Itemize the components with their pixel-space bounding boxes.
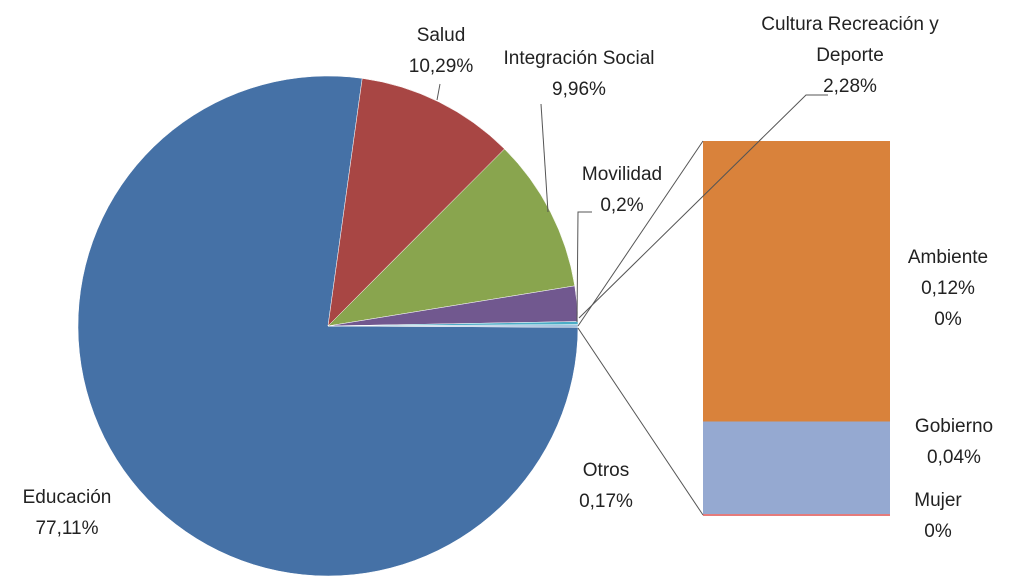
slice-label: Educación 77,11% bbox=[23, 482, 112, 544]
pie bbox=[77, 75, 579, 576]
bar-label: Mujer 0% bbox=[914, 485, 962, 547]
bar-stack bbox=[703, 141, 890, 516]
label-line: Mujer bbox=[914, 490, 962, 511]
leader-line bbox=[436, 83, 441, 101]
slice-label: Cultura Recreación y Deporte 2,28% bbox=[743, 9, 958, 102]
label-line: 0% bbox=[924, 521, 952, 542]
slice-label: Salud 10,29% bbox=[409, 20, 473, 82]
label-line: Salud bbox=[416, 25, 466, 46]
label-line: 0,04% bbox=[927, 447, 981, 468]
label-line: 2,28% bbox=[823, 76, 877, 97]
label-line: 10,29% bbox=[408, 56, 474, 77]
slice-label: Integración Social 9,96% bbox=[503, 43, 654, 105]
bar-segment bbox=[703, 141, 890, 422]
label-line: 0,2% bbox=[600, 195, 644, 216]
leader-line bbox=[540, 103, 549, 213]
bar-label: Ambiente 0,12% 0% bbox=[908, 242, 988, 335]
label-line: Movilidad bbox=[581, 164, 663, 185]
label-line: Otros bbox=[582, 460, 630, 481]
leader-line bbox=[578, 94, 828, 319]
label-line: 0% bbox=[934, 309, 962, 330]
connector-line bbox=[577, 140, 704, 327]
connector-line bbox=[577, 327, 704, 516]
label-line: Cultura Recreación y Deporte bbox=[761, 14, 939, 66]
label-line: Ambiente bbox=[907, 247, 989, 268]
bar-segment bbox=[703, 421, 890, 515]
slice-label: Otros 0,17% bbox=[579, 455, 633, 517]
connectors bbox=[436, 83, 828, 516]
label-line: Educación bbox=[22, 487, 112, 508]
label-line: 9,96% bbox=[552, 79, 606, 100]
bar-label: Gobierno 0,04% bbox=[915, 411, 993, 473]
pie-slice bbox=[327, 78, 505, 327]
leader-line bbox=[576, 211, 592, 323]
label-line: Integración Social bbox=[503, 48, 655, 69]
pie-slice bbox=[327, 148, 576, 327]
label-line: Gobierno bbox=[914, 416, 994, 437]
label-line: 77,11% bbox=[35, 518, 99, 539]
slice-label: Movilidad 0,2% bbox=[582, 159, 662, 221]
label-line: 0,12% bbox=[921, 278, 975, 299]
label-line: 0,17% bbox=[579, 491, 633, 512]
